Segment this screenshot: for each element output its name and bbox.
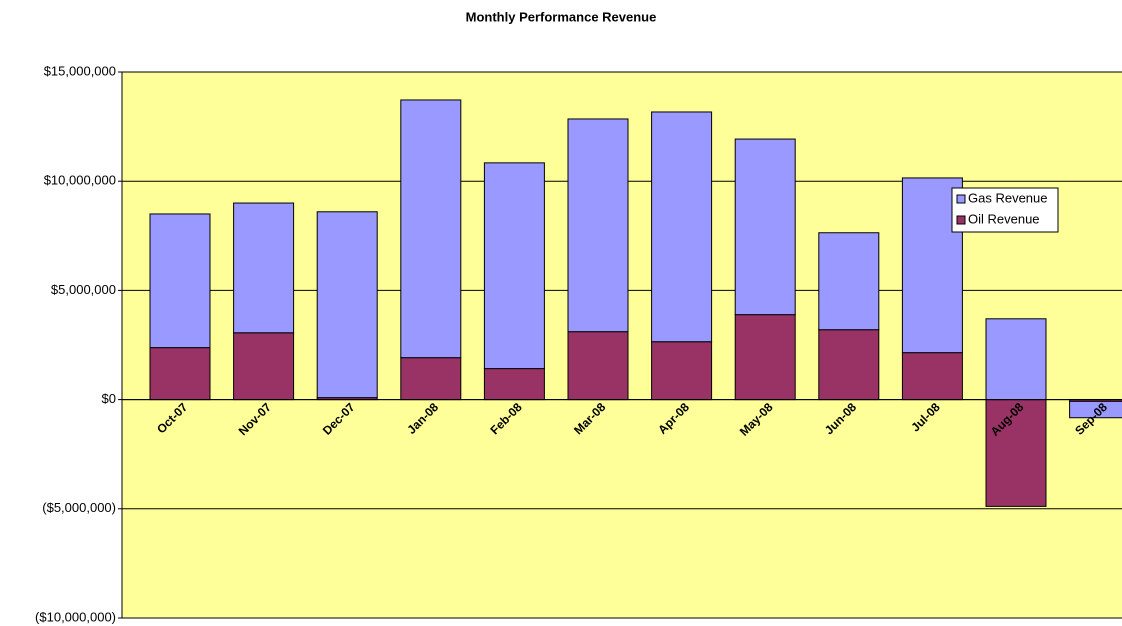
bar (567, 118, 629, 333)
legend-swatch (956, 215, 966, 225)
y-tick-label: $5,000,000 (51, 282, 116, 297)
y-tick-label: $15,000,000 (44, 63, 116, 78)
bar (818, 329, 880, 401)
bar (149, 213, 211, 349)
y-tick-label: $10,000,000 (44, 173, 116, 188)
bar (651, 111, 713, 343)
chart-title: Monthly Performance Revenue (466, 9, 657, 24)
bar (149, 347, 211, 401)
bar (400, 357, 462, 401)
y-tick-label: ($5,000,000) (42, 500, 116, 515)
bar (400, 99, 462, 359)
bar (233, 202, 295, 334)
bar (901, 352, 963, 401)
bar (985, 318, 1047, 401)
bar (483, 368, 545, 401)
bar (651, 341, 713, 401)
legend-swatch (956, 194, 966, 204)
bar (1069, 400, 1122, 419)
bar (567, 331, 629, 401)
bar (316, 211, 378, 399)
legend-box (951, 187, 1059, 233)
legend-label: Gas Revenue (968, 190, 1048, 205)
y-tick-label: ($10,000,000) (35, 609, 116, 624)
bar (734, 138, 796, 316)
bar (985, 399, 1047, 507)
legend-label: Oil Revenue (968, 211, 1040, 226)
bar (483, 162, 545, 370)
bar (734, 314, 796, 401)
bar (233, 332, 295, 401)
bar (818, 232, 880, 331)
y-tick-label: $0 (102, 391, 116, 406)
